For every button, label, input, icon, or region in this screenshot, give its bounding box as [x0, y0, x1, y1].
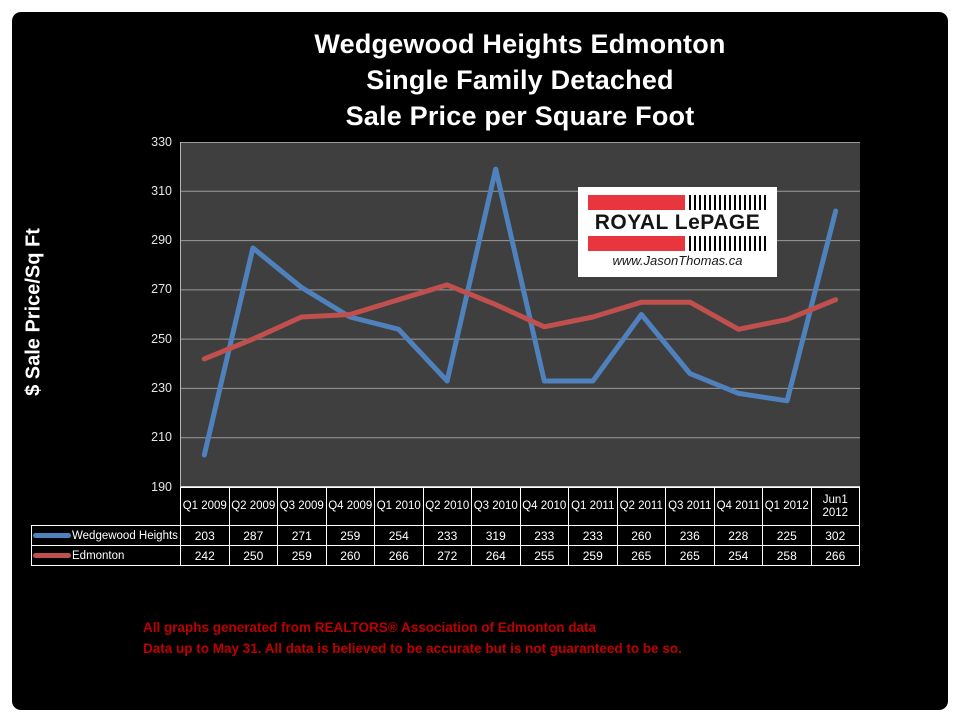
table-cell-value: 225	[762, 525, 812, 546]
table-cell-value: 233	[519, 525, 569, 546]
y-axis-tick-label: 190	[151, 479, 172, 494]
legend-label: Edmonton	[72, 549, 125, 562]
x-axis-category: Q2 2010	[422, 487, 472, 526]
table-cell-value: 264	[471, 545, 521, 566]
table-cell-value: 271	[277, 525, 327, 546]
table-cell-value: 260	[325, 545, 375, 566]
legend-swatch-icon	[33, 533, 71, 538]
table-cell-value: 266	[810, 545, 860, 566]
legend-swatch-icon	[33, 553, 71, 558]
logo-brand-text: ROYAL LePAGE	[594, 211, 761, 234]
table-cell-value: 265	[616, 545, 666, 566]
footer-line2: Data up to May 31. All data is believed …	[143, 640, 682, 656]
x-axis-category: Q4 2011	[713, 487, 763, 526]
table-row: Wedgewood Heights 203 287 271 259 254 233 319 23…	[31, 525, 860, 546]
table-cell-value: 260	[616, 525, 666, 546]
y-axis-tick-label: 230	[151, 380, 172, 395]
table-cell-value: 228	[713, 525, 763, 546]
table-cell-value: 233	[568, 525, 618, 546]
table-cell-value: 302	[810, 525, 860, 546]
y-axis-tick-label: 270	[151, 282, 172, 297]
table-cell-value: 259	[568, 545, 618, 566]
table-cell-value: 233	[422, 525, 472, 546]
series-line-wedgewood-heights	[201, 166, 839, 458]
y-axis-tick-label: 290	[151, 233, 172, 248]
chart-title-line1: Wedgewood Heights Edmonton	[314, 29, 726, 59]
legend-cell: Wedgewood Heights	[31, 525, 181, 546]
table-cell-value: 319	[471, 525, 521, 546]
table-cell-value: 259	[325, 525, 375, 546]
table-cell-value: 254	[374, 525, 424, 546]
x-axis-category: Q2 2009	[228, 487, 278, 526]
table-cell-value: 242	[180, 545, 230, 566]
legend-cell: Edmonton	[31, 545, 181, 566]
table-cell-value: 250	[228, 545, 278, 566]
y-axis-tick-label: 330	[151, 134, 172, 149]
table-cell-value: 259	[277, 545, 327, 566]
logo-website: www.JasonThomas.ca	[612, 253, 743, 268]
x-axis-category: Q3 2011	[665, 487, 715, 526]
data-table: Q1 2009 Q2 2009 Q3 2009 Q4 2009 Q1 2010 Q2 20…	[31, 487, 860, 566]
logo-stripe-row-bottom	[588, 236, 767, 251]
chart-title-line3: Sale Price per Square Foot	[345, 101, 695, 131]
logo-red-bar-icon	[588, 195, 685, 210]
y-axis-tick-label: 210	[151, 430, 172, 445]
chart-title-line2: Single Family Detached	[366, 65, 674, 95]
y-axis-tick-label: 250	[151, 331, 172, 346]
x-axis-category: Q4 2009	[325, 487, 375, 526]
y-axis-tick-label: 310	[151, 183, 172, 198]
table-cell-value: 265	[665, 545, 715, 566]
x-axis-category: Q3 2010	[471, 487, 521, 526]
x-axis-category: Q4 2010	[519, 487, 569, 526]
series-line-edmonton	[201, 282, 839, 362]
table-cell-value: 272	[422, 545, 472, 566]
logo-barcode-icon	[688, 236, 767, 251]
line-chart	[180, 142, 860, 487]
x-axis-category: Q1 2010	[374, 487, 424, 526]
footer-note: All graphs generated from REALTORS® Asso…	[143, 618, 682, 659]
table-cell-value: 254	[713, 545, 763, 566]
table-cell-value: 287	[228, 525, 278, 546]
logo-stripe-row-top	[588, 195, 767, 210]
x-axis-category: Q2 2011	[616, 487, 666, 526]
table-cell-value: 236	[665, 525, 715, 546]
y-axis-title: $ Sale Price/Sq Ft	[22, 228, 45, 396]
chart-title: Wedgewood Heights Edmonton Single Family…	[314, 26, 725, 134]
footer-line1: All graphs generated from REALTORS® Asso…	[143, 620, 596, 635]
x-axis-category: Q1 2012	[762, 487, 812, 526]
table-cell-value: 255	[519, 545, 569, 566]
x-axis-category: Q1 2011	[568, 487, 618, 526]
x-axis-category: Jun1 2012	[810, 487, 860, 526]
logo-barcode-icon	[688, 195, 767, 210]
table-cell-value: 203	[180, 525, 230, 546]
table-row: Edmonton 242 250 259 260 266 272 264 255 259 265 26…	[31, 545, 860, 566]
table-cell-value: 266	[374, 545, 424, 566]
table-cell-value: 258	[762, 545, 812, 566]
x-axis-category: Q3 2009	[277, 487, 327, 526]
royal-lepage-logo: ROYAL LePAGE www.JasonThomas.ca	[578, 187, 777, 277]
table-corner-cell	[32, 488, 181, 526]
x-axis-category: Q1 2009	[180, 487, 230, 526]
logo-red-bar-icon	[588, 236, 685, 251]
legend-label: Wedgewood Heights	[72, 529, 178, 542]
